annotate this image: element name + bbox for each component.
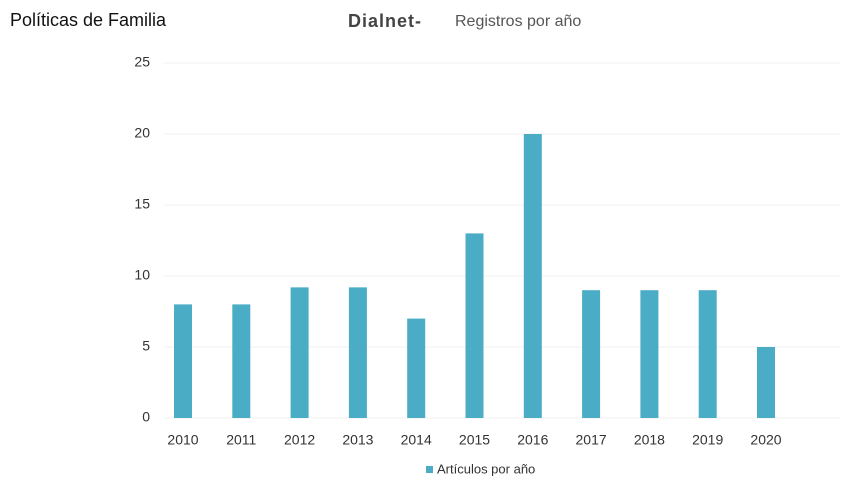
bar [290, 287, 309, 418]
y-tick-label: 10 [134, 267, 150, 283]
y-tick-label: 20 [134, 125, 150, 141]
y-tick-label: 15 [134, 196, 150, 212]
legend-swatch [426, 466, 433, 473]
x-tick-label: 2015 [459, 432, 490, 448]
y-tick-label: 5 [142, 338, 150, 354]
bar [232, 304, 251, 418]
chart-title: Dialnet- [348, 11, 422, 31]
bar [640, 290, 659, 418]
bar [523, 134, 542, 418]
bar [698, 290, 717, 418]
x-tick-label: 2010 [167, 432, 198, 448]
x-tick-label: 2013 [342, 432, 373, 448]
x-tick-label: 2011 [226, 432, 256, 448]
bar [465, 233, 484, 418]
x-tick-label: 2018 [634, 432, 665, 448]
y-tick-label: 25 [134, 54, 150, 70]
x-tick-label: 2019 [692, 432, 723, 448]
x-tick-label: 2020 [750, 432, 781, 448]
bar [582, 290, 601, 418]
legend-label: Artículos por año [437, 461, 535, 476]
x-tick-label: 2017 [576, 432, 607, 448]
x-tick-label: 2016 [517, 432, 548, 448]
chart-subtitle: Registros por año [455, 13, 581, 30]
bar [757, 347, 775, 418]
bar [407, 318, 426, 418]
bar [174, 304, 192, 418]
bar [348, 287, 367, 418]
page-title: Políticas de Familia [10, 10, 167, 30]
y-tick-label: 0 [142, 409, 150, 425]
x-tick-label: 2012 [284, 432, 315, 448]
x-tick-label: 2014 [401, 432, 432, 448]
